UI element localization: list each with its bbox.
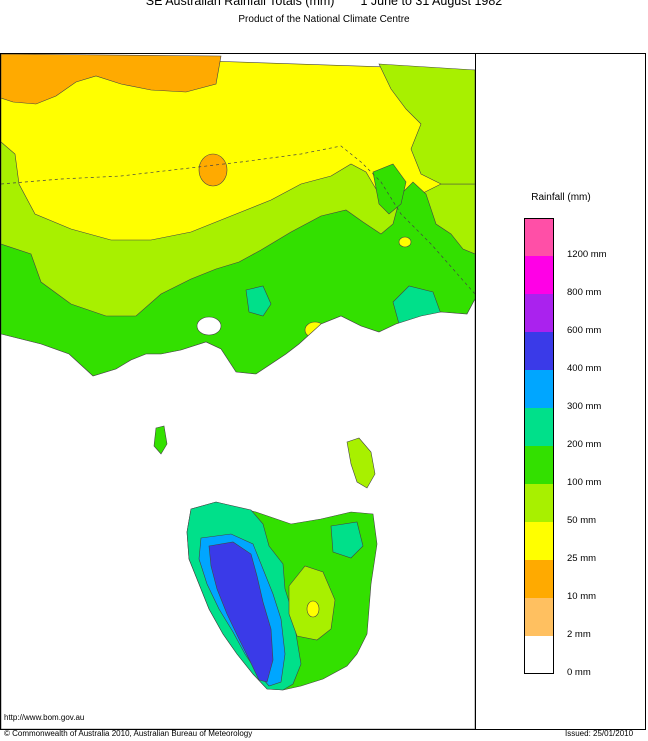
legend-swatch xyxy=(524,408,554,446)
otways-200mm-patch xyxy=(245,285,272,317)
port-phillip-bay xyxy=(196,316,222,336)
legend-swatch xyxy=(524,560,554,598)
map-subtitle: Product of the National Climate Centre xyxy=(238,14,410,25)
footer-issued: Issued: 25/01/2010 xyxy=(565,729,634,738)
flinders-island xyxy=(346,437,376,489)
inland-10mm-patch xyxy=(198,153,228,187)
legend-label: 100 mm xyxy=(567,477,602,488)
tasmania-400mm-region xyxy=(208,541,274,683)
legend-label: 50 mm xyxy=(567,515,597,526)
legend-swatch xyxy=(524,218,554,256)
legend-label: 2 mm xyxy=(567,629,591,640)
title-text: SE Australian Rainfall Totals (mm) xyxy=(145,0,335,8)
legend-title: Rainfall (mm) xyxy=(531,192,591,203)
map-frame xyxy=(0,53,646,730)
frame-divider xyxy=(475,53,476,730)
tasmania-east-200mm-patch xyxy=(330,521,364,559)
gippsland-25mm-pocket xyxy=(398,236,412,248)
footer-url[interactable]: http://www.bom.gov.au xyxy=(4,713,85,722)
tasmania-25mm-pocket xyxy=(306,600,320,618)
legend-label: 1200 mm xyxy=(567,249,607,260)
legend-swatch xyxy=(524,256,554,294)
northeast-50mm-region xyxy=(378,63,475,185)
legend-label: 800 mm xyxy=(567,287,602,298)
legend-swatch xyxy=(524,332,554,370)
legend-label: 0 mm xyxy=(567,667,591,678)
state-border xyxy=(1,145,475,295)
legend-swatch xyxy=(524,446,554,484)
rainfall-map xyxy=(1,54,475,729)
legend-label: 600 mm xyxy=(567,325,602,336)
legend-swatch xyxy=(524,636,554,674)
king-island xyxy=(153,425,168,455)
legend-label: 200 mm xyxy=(567,439,602,450)
legend-label: 10 mm xyxy=(567,591,597,602)
legend-swatch xyxy=(524,370,554,408)
legend-label: 25 mm xyxy=(567,553,597,564)
legend-swatch xyxy=(524,484,554,522)
legend-label: 400 mm xyxy=(567,363,602,374)
title-period: 1 June to 31 August 1982 xyxy=(360,0,503,8)
legend-label: 300 mm xyxy=(567,401,602,412)
legend-swatch xyxy=(524,598,554,636)
legend-swatch xyxy=(524,294,554,332)
map-title: SE Australian Rainfall Totals (mm) 1 June… xyxy=(0,0,648,8)
legend-swatch xyxy=(524,522,554,560)
footer-copyright: © Commonwealth of Australia 2010, Austra… xyxy=(4,729,253,738)
northwest-10mm-region xyxy=(1,54,222,105)
alpine-100mm-region xyxy=(372,163,407,215)
